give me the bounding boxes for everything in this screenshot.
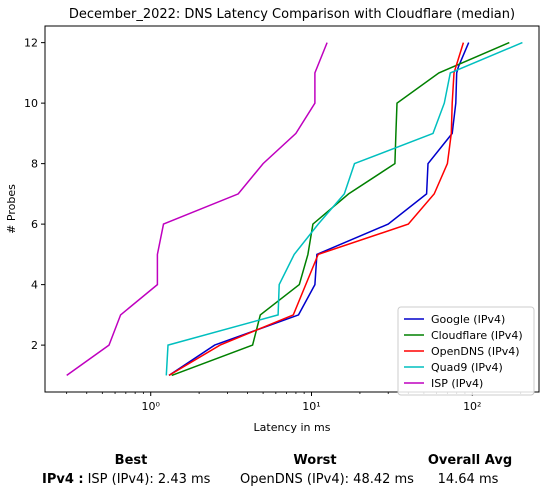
- y-tick-label: 8: [31, 158, 38, 171]
- x-tick-label: 10¹: [302, 400, 320, 413]
- summary-worst-value: OpenDNS (IPv4): 48.42 ms: [240, 472, 414, 487]
- legend-label: ISP (IPv4): [431, 377, 483, 390]
- x-axis-label: Latency in ms: [254, 421, 331, 434]
- y-tick-label: 6: [31, 218, 38, 231]
- chart-title: December_2022: DNS Latency Comparison wi…: [69, 7, 515, 22]
- summary-header-overall: Overall Avg: [428, 453, 512, 468]
- y-tick-label: 2: [31, 339, 38, 352]
- legend-label: Google (IPv4): [431, 313, 505, 326]
- summary-table: Best Worst Overall Avg IPv4 : ISP (IPv4)…: [0, 450, 548, 496]
- series-line-isp-ipv4: [67, 43, 327, 376]
- summary-best-value: ISP (IPv4): 2.43 ms: [88, 472, 211, 487]
- legend-label: Quad9 (IPv4): [431, 361, 503, 374]
- summary-row-label: IPv4 :: [42, 472, 84, 487]
- legend: Google (IPv4) Cloudflare (IPv4) OpenDNS (I…: [398, 307, 534, 395]
- y-tick-label: 12: [24, 37, 38, 50]
- y-tick-label: 10: [24, 97, 38, 110]
- legend-label: OpenDNS (IPv4): [431, 345, 520, 358]
- legend-label: Cloudflare (IPv4): [431, 329, 523, 342]
- summary-overall-value: 14.64 ms: [438, 472, 499, 487]
- latency-chart: December_2022: DNS Latency Comparison wi…: [0, 0, 548, 450]
- y-tick-label: 4: [31, 279, 38, 292]
- x-tick-label: 10²: [463, 400, 481, 413]
- y-axis-label: # Probes: [5, 184, 18, 234]
- x-tick-label: 10⁰: [142, 400, 161, 413]
- summary-header-best: Best: [115, 453, 148, 468]
- summary-header-worst: Worst: [293, 453, 336, 468]
